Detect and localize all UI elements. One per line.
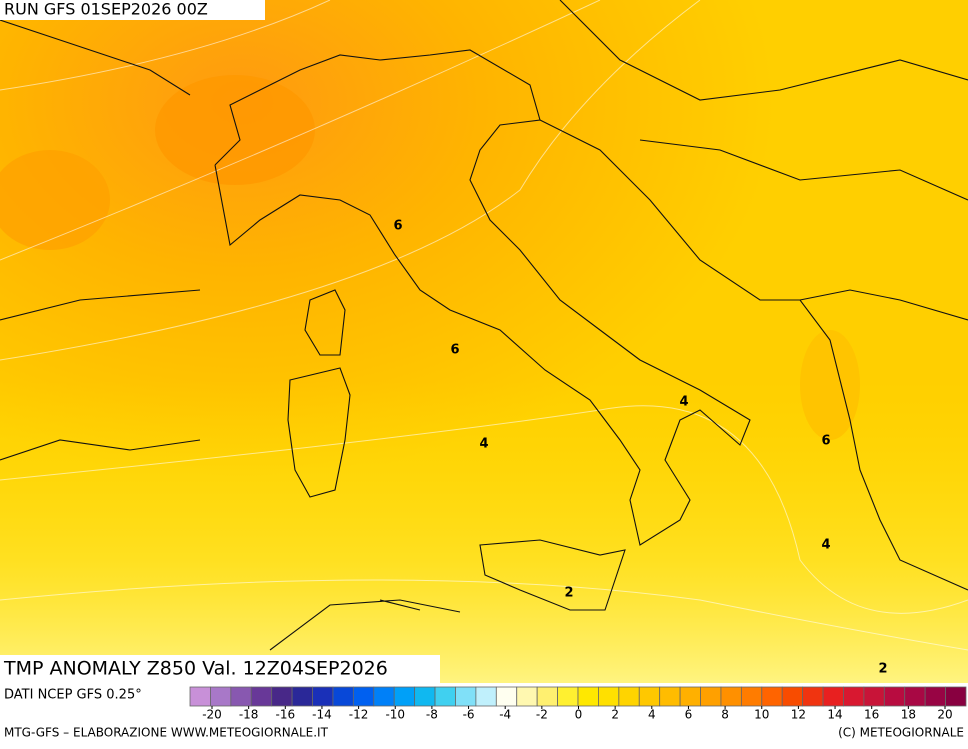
colorbar-swatch — [271, 686, 293, 707]
title-box — [0, 655, 440, 683]
colorbar-tick-label: 12 — [791, 708, 806, 722]
colorbar-tick-label: -20 — [202, 708, 222, 722]
contour-label: 4 — [821, 538, 830, 553]
coastlines — [0, 0, 968, 651]
map-title: TMP ANOMALY Z850 Val. 12Z04SEP2026 — [3, 658, 388, 680]
colorbar-swatch — [740, 686, 763, 707]
colorbar-tick-label: 20 — [937, 708, 952, 722]
colorbar-swatch — [679, 686, 701, 707]
colorbar-swatch — [312, 686, 334, 707]
colorbar-swatch — [189, 686, 211, 707]
colorbar-swatch — [577, 686, 599, 707]
colorbar-swatch — [802, 686, 824, 707]
colorbar-swatch — [352, 686, 375, 707]
colorbar-tick-label: 2 — [611, 708, 619, 722]
colorbar-swatch — [455, 686, 477, 707]
colorbar-tick-label: 4 — [648, 708, 656, 722]
colorbar-swatch — [536, 686, 558, 707]
colorbar-tick-label: -18 — [239, 708, 259, 722]
colorbar-swatch — [495, 686, 518, 707]
colorbar-swatch — [700, 686, 722, 707]
run-box — [0, 0, 265, 20]
contour-label: 4 — [479, 437, 488, 452]
colorbar-tick-label: -4 — [499, 708, 511, 722]
colorbar-swatch — [720, 686, 742, 707]
colorbar-swatch — [414, 686, 436, 707]
colorbar-swatch — [904, 686, 926, 707]
colorbar-swatch — [659, 686, 681, 707]
colorbar-swatch — [291, 686, 313, 707]
source-label: DATI NCEP GFS 0.25° — [4, 688, 142, 703]
colorbar-swatch — [781, 686, 804, 707]
colorbar-tick-label: -10 — [385, 708, 405, 722]
colorbar-tick-label: 14 — [827, 708, 842, 722]
colorbar-swatch — [863, 686, 885, 707]
map-field — [0, 0, 968, 683]
colorbar-swatch — [516, 686, 538, 707]
colorbar-swatch — [945, 686, 967, 707]
colorbar-swatch — [761, 686, 783, 707]
colorbar-swatch — [822, 686, 844, 707]
colorbar-tick-label: 18 — [901, 708, 916, 722]
colorbar-swatch — [434, 686, 456, 707]
contour-label: 6 — [450, 343, 459, 358]
colorbar-tick-label: 16 — [864, 708, 879, 722]
colorbar-tick-label: 6 — [685, 708, 693, 722]
colorbar-swatch — [332, 686, 354, 707]
contour-label: 2 — [564, 586, 573, 601]
colorbar-swatch — [883, 686, 906, 707]
colorbar-swatch — [393, 686, 416, 707]
colorbar-tick-label: -2 — [536, 708, 548, 722]
colorbar-tick-label: 0 — [575, 708, 583, 722]
colorbar-swatch — [373, 686, 395, 707]
colorbar-swatch — [924, 686, 946, 707]
footer-right: (C) METEOGIORNALE — [838, 726, 964, 740]
run-label: RUN GFS 01SEP2026 00Z — [4, 0, 208, 19]
contour-label: 6 — [821, 434, 830, 449]
colorbar-swatch — [210, 686, 232, 707]
colorbar-swatch — [843, 686, 865, 707]
colorbar-swatch — [598, 686, 620, 707]
colorbar-tick-label: 8 — [721, 708, 729, 722]
footer-left: MTG-GFS – ELABORAZIONE WWW.METEOGIORNALE… — [4, 726, 329, 740]
contour-label: 4 — [679, 395, 688, 410]
colorbar-swatch — [475, 686, 497, 707]
colorbar-swatch — [638, 686, 661, 707]
colorbar-tick-label: -16 — [275, 708, 295, 722]
contour-label: 6 — [393, 219, 402, 234]
colorbar-tick-label: -12 — [349, 708, 369, 722]
colorbar-swatch — [557, 686, 579, 707]
colorbar-tick-label: 10 — [754, 708, 769, 722]
colorbar-tick-label: -8 — [426, 708, 438, 722]
colorbar-tick-label: -14 — [312, 708, 332, 722]
colorbar-tick-label: -6 — [463, 708, 475, 722]
colorbar-swatch — [618, 686, 640, 707]
colorbar-swatch — [230, 686, 252, 707]
contour-label: 2 — [878, 662, 887, 677]
colorbar-swatch — [250, 686, 273, 707]
